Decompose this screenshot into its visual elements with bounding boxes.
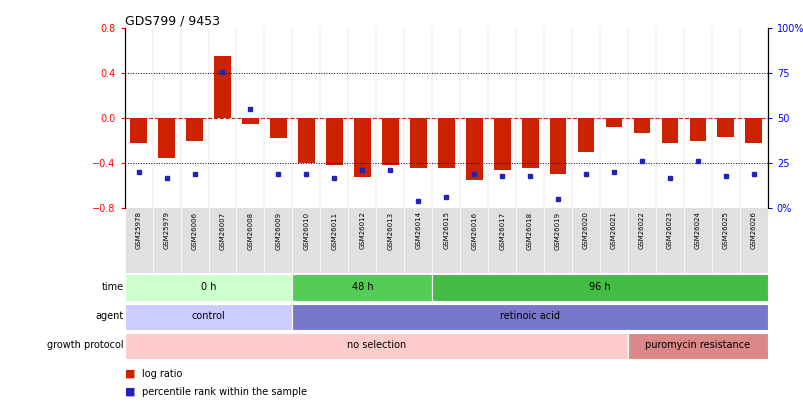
Text: GSM26010: GSM26010 — [303, 211, 309, 249]
Text: 0 h: 0 h — [201, 282, 216, 292]
Text: GSM25979: GSM25979 — [163, 211, 169, 249]
Text: 48 h: 48 h — [351, 282, 373, 292]
Bar — [410, 118, 426, 168]
Text: log ratio: log ratio — [142, 369, 182, 379]
Text: GSM26006: GSM26006 — [191, 211, 198, 249]
Text: GSM26023: GSM26023 — [666, 211, 672, 249]
Bar — [521, 118, 538, 168]
Bar — [242, 118, 259, 124]
Bar — [716, 118, 733, 137]
Text: agent: agent — [96, 311, 124, 321]
Text: GSM26011: GSM26011 — [331, 211, 337, 249]
Bar — [124, 275, 292, 301]
Bar — [270, 118, 287, 139]
Bar — [633, 118, 650, 133]
Bar — [130, 118, 147, 143]
Text: control: control — [191, 311, 225, 321]
Bar — [158, 118, 175, 158]
Text: GSM26019: GSM26019 — [554, 211, 560, 249]
Text: retinoic acid: retinoic acid — [499, 311, 560, 321]
Text: GSM26008: GSM26008 — [247, 211, 253, 249]
Text: time: time — [102, 282, 124, 292]
Text: GSM26009: GSM26009 — [275, 211, 281, 249]
Bar — [744, 118, 761, 143]
Bar — [298, 118, 315, 163]
Text: GSM26018: GSM26018 — [527, 211, 532, 249]
Text: GSM26012: GSM26012 — [359, 211, 365, 249]
Bar — [438, 118, 454, 168]
Bar — [353, 118, 370, 177]
Text: GSM26020: GSM26020 — [582, 211, 589, 249]
Text: GDS799 / 9453: GDS799 / 9453 — [124, 14, 219, 27]
Text: puromycin resistance: puromycin resistance — [645, 340, 749, 350]
Bar — [661, 118, 678, 143]
Text: growth protocol: growth protocol — [47, 340, 124, 350]
Bar — [689, 118, 705, 141]
Bar — [124, 333, 627, 359]
Bar — [124, 304, 292, 330]
Text: GSM26024: GSM26024 — [694, 211, 700, 249]
Text: GSM26026: GSM26026 — [750, 211, 756, 249]
Text: GSM26014: GSM26014 — [414, 211, 421, 249]
Text: ■: ■ — [124, 387, 135, 397]
Bar — [493, 118, 510, 170]
Text: ■: ■ — [124, 369, 135, 379]
Text: GSM26007: GSM26007 — [219, 211, 225, 249]
Text: GSM26016: GSM26016 — [471, 211, 477, 249]
Text: GSM26013: GSM26013 — [387, 211, 393, 249]
Text: GSM25978: GSM25978 — [136, 211, 141, 249]
Text: GSM26017: GSM26017 — [499, 211, 504, 249]
Text: GSM26015: GSM26015 — [442, 211, 449, 249]
Bar — [465, 118, 482, 180]
Bar — [627, 333, 767, 359]
Bar — [605, 118, 622, 127]
Bar — [292, 275, 432, 301]
Bar — [381, 118, 398, 166]
Bar — [292, 304, 767, 330]
Text: GSM26025: GSM26025 — [722, 211, 728, 249]
Text: 96 h: 96 h — [589, 282, 610, 292]
Bar — [549, 118, 566, 175]
Bar — [186, 118, 202, 141]
Text: GSM26022: GSM26022 — [638, 211, 644, 249]
Bar — [577, 118, 593, 152]
Text: GSM26021: GSM26021 — [610, 211, 616, 249]
Bar — [432, 275, 767, 301]
Bar — [214, 56, 230, 118]
Text: percentile rank within the sample: percentile rank within the sample — [142, 387, 307, 397]
Text: no selection: no selection — [346, 340, 406, 350]
Bar — [325, 118, 342, 166]
